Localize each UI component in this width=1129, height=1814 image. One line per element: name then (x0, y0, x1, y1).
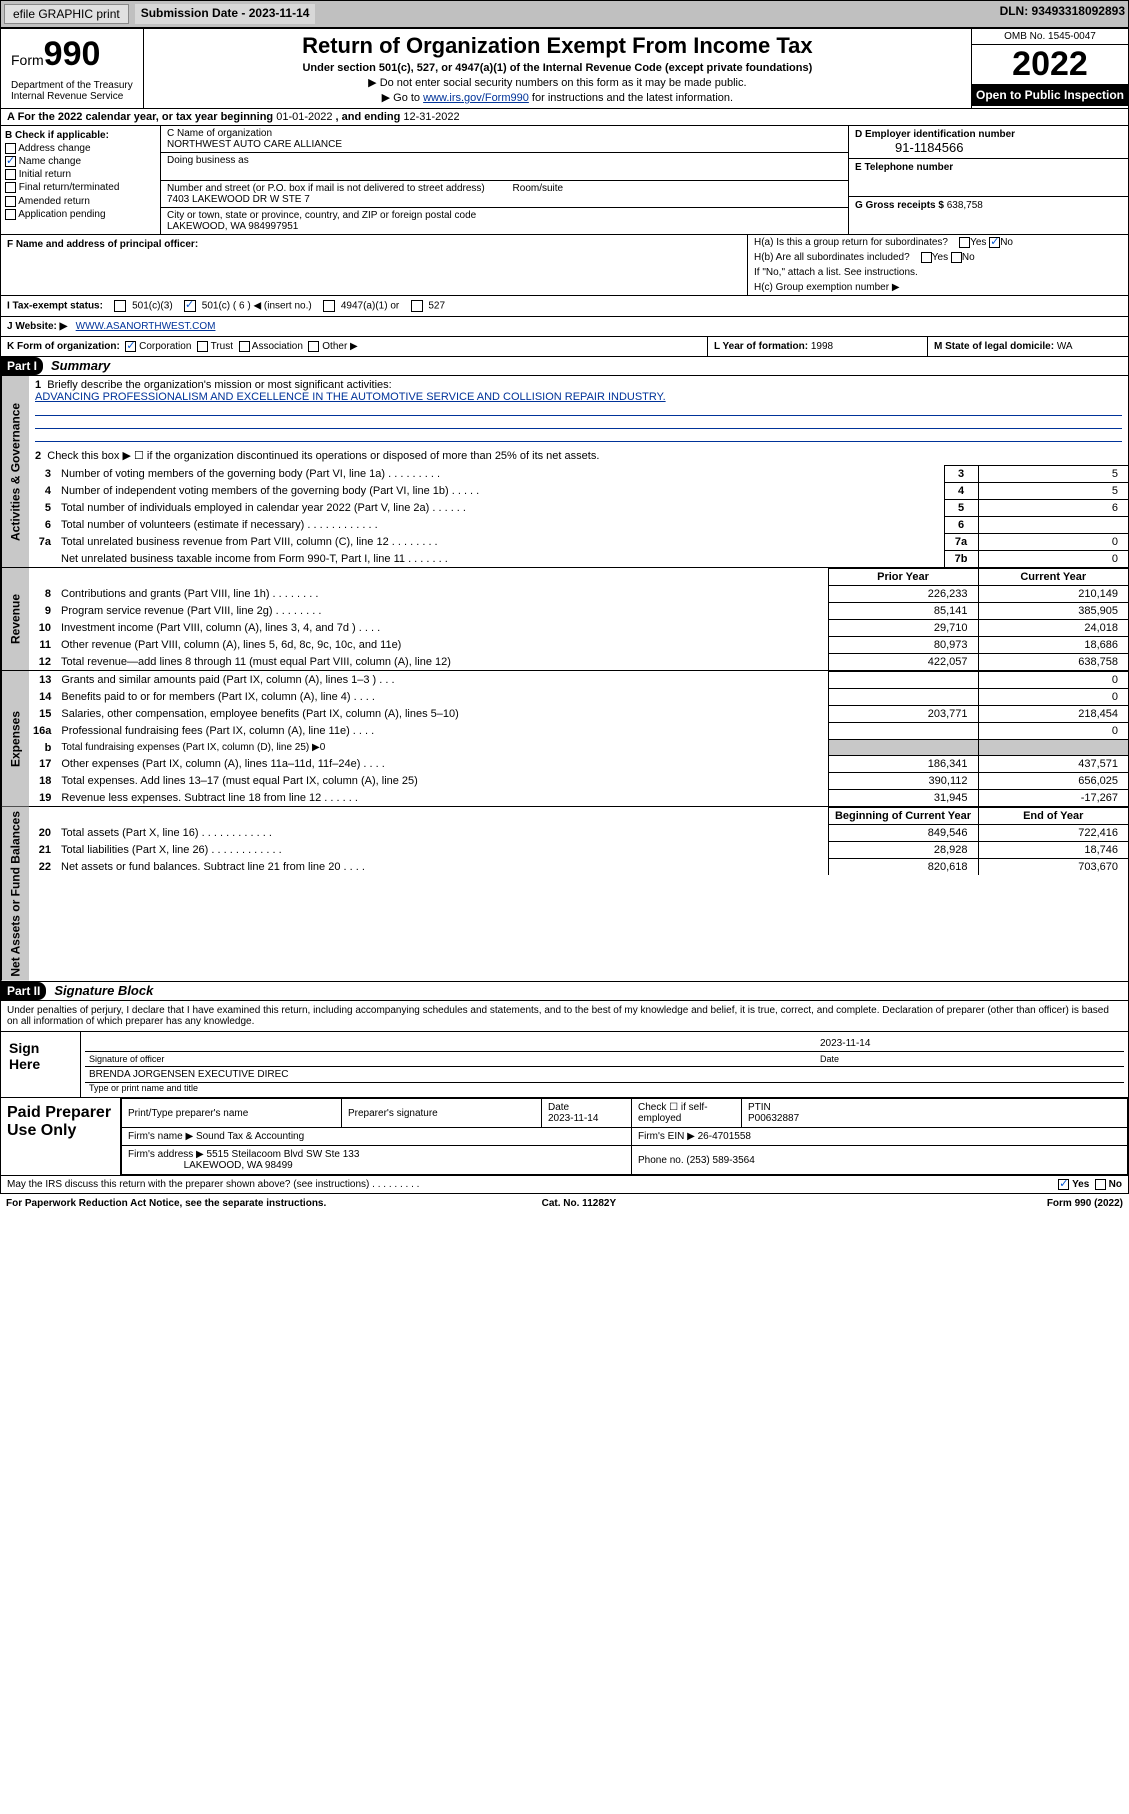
vtab-net: Net Assets or Fund Balances (1, 807, 29, 981)
app-pending-check[interactable] (5, 209, 16, 220)
col-d: D Employer identification number91-11845… (848, 126, 1128, 234)
title-sub3: ▶ Go to www.irs.gov/Form990 for instruct… (154, 91, 961, 104)
sig-declaration: Under penalties of perjury, I declare th… (1, 1001, 1128, 1032)
exp-table: 13Grants and similar amounts paid (Part … (29, 671, 1128, 806)
summary-body: Activities & Governance 1 Briefly descri… (0, 376, 1129, 982)
rev-table: Prior YearCurrent Year8Contributions and… (29, 568, 1128, 670)
row-f-h: F Name and address of principal officer:… (0, 235, 1129, 296)
omb-number: OMB No. 1545-0047 (972, 29, 1128, 45)
hb-no[interactable] (951, 252, 962, 263)
527-check[interactable] (411, 300, 423, 312)
501c3-check[interactable] (114, 300, 126, 312)
footer: For Paperwork Reduction Act Notice, see … (0, 1194, 1129, 1213)
form-header: Form990 Department of the Treasury Inter… (0, 28, 1129, 109)
part2-title: Signature Block (54, 983, 153, 998)
final-return-check[interactable] (5, 182, 16, 193)
other-check[interactable] (308, 341, 319, 352)
discuss-no[interactable] (1095, 1179, 1106, 1190)
firm-name: Sound Tax & Accounting (196, 1131, 304, 1142)
top-bar: efile GRAPHIC print Submission Date - 20… (0, 0, 1129, 28)
tax-year: 2022 (972, 45, 1128, 84)
city: LAKEWOOD, WA 984997951 (167, 221, 842, 232)
submission-date: Submission Date - 2023-11-14 (135, 4, 316, 24)
sig-date: 2023-11-14 (820, 1038, 1120, 1049)
ha-yes[interactable] (959, 237, 970, 248)
mission-text: ADVANCING PROFESSIONALISM AND EXCELLENCE… (35, 391, 666, 403)
501c-check[interactable] (184, 300, 196, 312)
title-sub1: Under section 501(c), 527, or 4947(a)(1)… (154, 62, 961, 74)
col-b: B Check if applicable: Address change Na… (1, 126, 161, 234)
4947-check[interactable] (323, 300, 335, 312)
title-sub2: ▶ Do not enter social security numbers o… (154, 76, 961, 89)
website-link[interactable]: WWW.ASANORTHWEST.COM (76, 321, 216, 332)
dept-label: Department of the Treasury Internal Reve… (11, 80, 133, 102)
hb-yes[interactable] (921, 252, 932, 263)
paid-preparer: Paid Preparer Use Only Print/Type prepar… (0, 1098, 1129, 1176)
part1-title: Summary (51, 358, 110, 373)
part1-hdr: Part I (1, 357, 43, 375)
vtab-governance: Activities & Governance (1, 376, 29, 567)
sign-here: Sign Here (1, 1032, 81, 1097)
part2-hdr: Part II (1, 982, 46, 1000)
form-label: Form (11, 52, 44, 68)
amended-check[interactable] (5, 196, 16, 207)
name-change-check[interactable] (5, 156, 16, 167)
assoc-check[interactable] (239, 341, 250, 352)
form-title: Return of Organization Exempt From Incom… (154, 33, 961, 59)
prep-date: 2023-11-14 (548, 1113, 598, 1124)
net-table: Beginning of Current YearEnd of Year20To… (29, 807, 1128, 875)
street: 7403 LAKEWOOD DR W STE 7 (167, 194, 842, 205)
signature-block: Under penalties of perjury, I declare th… (0, 1001, 1129, 1098)
org-name: NORTHWEST AUTO CARE ALLIANCE (167, 139, 842, 150)
trust-check[interactable] (197, 341, 208, 352)
domicile: WA (1057, 341, 1073, 352)
firm-addr1: 5515 Steilacoom Blvd SW Ste 133 (207, 1149, 360, 1160)
ptin: P00632887 (748, 1113, 799, 1124)
efile-print-button[interactable]: efile GRAPHIC print (4, 4, 129, 24)
gross-receipts: 638,758 (947, 200, 983, 211)
vtab-revenue: Revenue (1, 568, 29, 670)
line-a: A For the 2022 calendar year, or tax yea… (0, 109, 1129, 126)
block-bcd: B Check if applicable: Address change Na… (0, 126, 1129, 235)
discuss-yes[interactable] (1058, 1179, 1069, 1190)
form-number: 990 (44, 35, 101, 73)
vtab-expenses: Expenses (1, 671, 29, 806)
col-c: C Name of organizationNORTHWEST AUTO CAR… (161, 126, 848, 234)
open-public: Open to Public Inspection (972, 84, 1128, 106)
officer-name: BRENDA JORGENSEN EXECUTIVE DIREC (89, 1069, 1120, 1080)
firm-ein: 26-4701558 (698, 1131, 751, 1142)
discuss-row: May the IRS discuss this return with the… (0, 1176, 1129, 1194)
gov-table: 3Number of voting members of the governi… (29, 465, 1128, 567)
ein: 91-1184566 (855, 140, 1122, 155)
row-k: K Form of organization: Corporation Trus… (0, 337, 1129, 357)
initial-return-check[interactable] (5, 169, 16, 180)
dln: DLN: 93493318092893 (1000, 4, 1125, 24)
addr-change-check[interactable] (5, 143, 16, 154)
ha-no[interactable] (989, 237, 1000, 248)
row-j: J Website: ▶ WWW.ASANORTHWEST.COM (0, 317, 1129, 337)
year-formation: 1998 (811, 341, 833, 352)
irs-link[interactable]: www.irs.gov/Form990 (423, 92, 529, 104)
corp-check[interactable] (125, 341, 136, 352)
firm-phone: (253) 589-3564 (686, 1155, 754, 1166)
firm-addr2: LAKEWOOD, WA 98499 (184, 1160, 293, 1171)
row-i: I Tax-exempt status: 501(c)(3) 501(c) ( … (0, 296, 1129, 317)
